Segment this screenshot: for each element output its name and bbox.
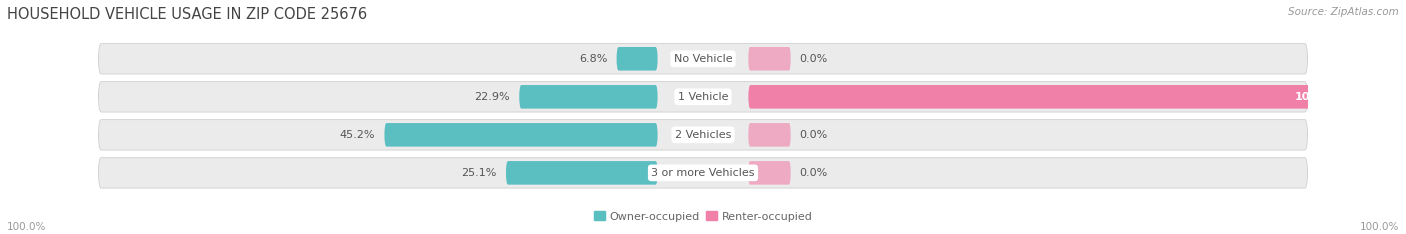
Text: 6.8%: 6.8% xyxy=(579,54,607,64)
Text: HOUSEHOLD VEHICLE USAGE IN ZIP CODE 25676: HOUSEHOLD VEHICLE USAGE IN ZIP CODE 2567… xyxy=(7,7,367,22)
Text: No Vehicle: No Vehicle xyxy=(673,54,733,64)
Text: Source: ZipAtlas.com: Source: ZipAtlas.com xyxy=(1288,7,1399,17)
Text: 3 or more Vehicles: 3 or more Vehicles xyxy=(651,168,755,178)
FancyBboxPatch shape xyxy=(748,123,790,147)
FancyBboxPatch shape xyxy=(384,123,658,147)
FancyBboxPatch shape xyxy=(519,85,658,109)
Text: 100.0%: 100.0% xyxy=(1295,92,1341,102)
FancyBboxPatch shape xyxy=(98,82,1308,112)
Text: 0.0%: 0.0% xyxy=(800,54,828,64)
FancyBboxPatch shape xyxy=(748,47,790,71)
FancyBboxPatch shape xyxy=(617,47,658,71)
FancyBboxPatch shape xyxy=(98,120,1308,150)
Text: 2 Vehicles: 2 Vehicles xyxy=(675,130,731,140)
Text: 0.0%: 0.0% xyxy=(800,130,828,140)
Text: 22.9%: 22.9% xyxy=(474,92,510,102)
FancyBboxPatch shape xyxy=(98,44,1308,74)
Text: 25.1%: 25.1% xyxy=(461,168,496,178)
FancyBboxPatch shape xyxy=(748,85,1353,109)
Legend: Owner-occupied, Renter-occupied: Owner-occupied, Renter-occupied xyxy=(589,207,817,226)
Text: 0.0%: 0.0% xyxy=(800,168,828,178)
Text: 1 Vehicle: 1 Vehicle xyxy=(678,92,728,102)
FancyBboxPatch shape xyxy=(98,158,1308,188)
FancyBboxPatch shape xyxy=(748,161,790,185)
Text: 45.2%: 45.2% xyxy=(340,130,375,140)
Text: 100.0%: 100.0% xyxy=(1360,222,1399,232)
FancyBboxPatch shape xyxy=(506,161,658,185)
Text: 100.0%: 100.0% xyxy=(7,222,46,232)
